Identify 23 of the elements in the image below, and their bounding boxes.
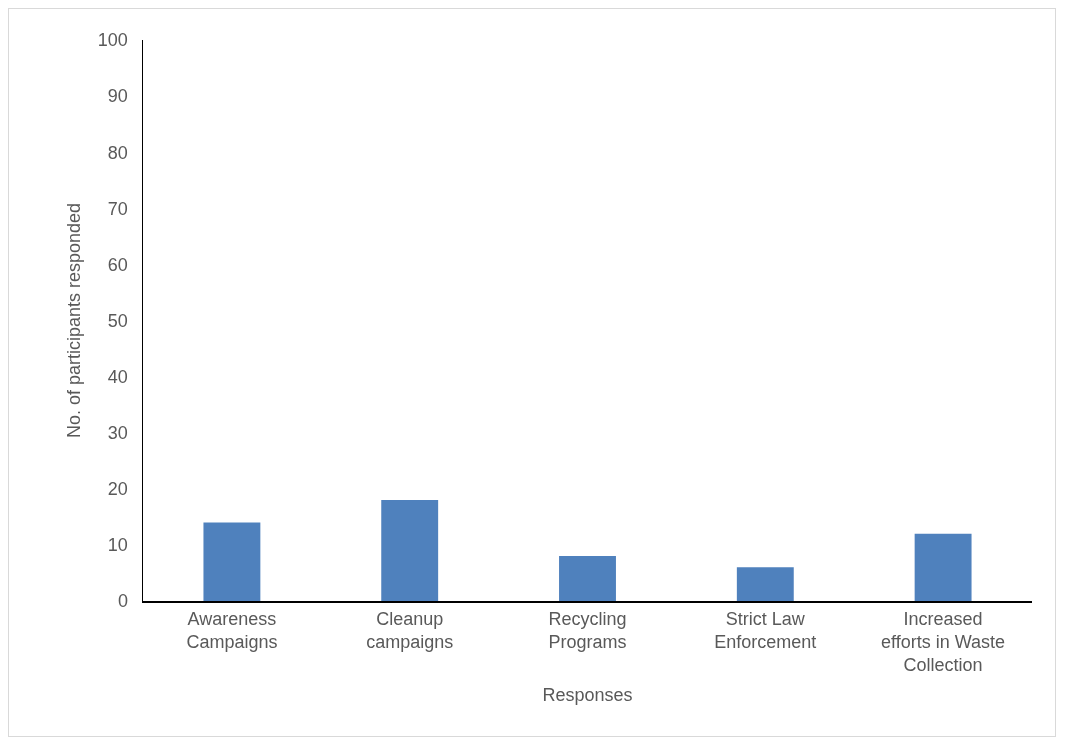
bar — [736, 567, 794, 601]
x-tick-label: Cleanup campaigns — [366, 608, 454, 652]
y-axis-title: No. of participants responded — [64, 202, 85, 439]
x-tick-label: Recycling Programs — [548, 608, 627, 652]
y-tick-label: 70 — [107, 198, 128, 219]
y-tick-label: 60 — [107, 254, 128, 275]
bar — [914, 533, 972, 601]
y-tick-label: 100 — [97, 30, 128, 51]
y-tick-label: 90 — [107, 86, 128, 107]
y-tick-label: 20 — [107, 479, 128, 500]
x-axis-title: Responses — [542, 685, 633, 705]
bar — [381, 500, 439, 601]
x-tick-label: Awareness Campaigns — [186, 608, 278, 652]
bar — [559, 556, 616, 601]
y-tick-label: 10 — [107, 535, 128, 556]
y-tick-label: 80 — [107, 142, 128, 163]
y-tick-label: 40 — [107, 366, 128, 387]
y-tick-label: 30 — [107, 423, 128, 443]
x-tick-label: Increased efforts in Waste Collection — [881, 608, 1006, 676]
bar — [203, 522, 261, 601]
x-tick-label: Strict Law Enforcement — [714, 608, 817, 652]
y-tick-label: 50 — [107, 310, 128, 331]
y-tick-label: 0 — [117, 591, 128, 612]
